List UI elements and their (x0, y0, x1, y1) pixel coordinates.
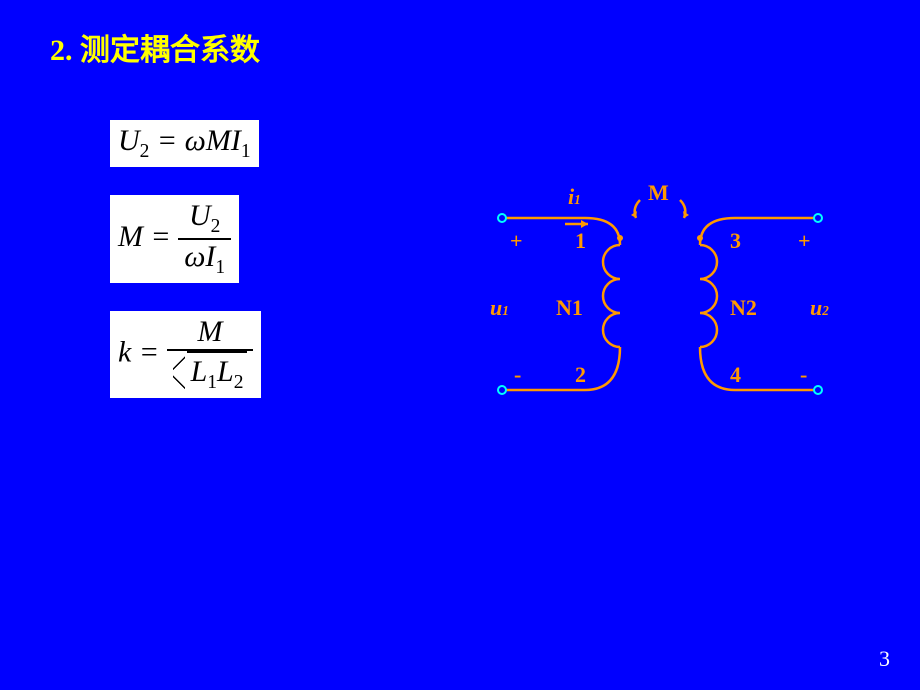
eq2-den-sym: ωI (184, 240, 215, 273)
eq2-fraction: U2 ωI1 (178, 199, 231, 279)
label-term-2: 2 (575, 362, 586, 388)
circuit-svg (480, 190, 840, 430)
eq1-sub1: 1 (241, 141, 251, 162)
eq3-L2: L (217, 355, 234, 388)
eq2-den-sub: 1 (215, 257, 225, 278)
eq2-num-sym: U (189, 199, 211, 232)
eq3-fraction: M L1L2 (167, 315, 254, 394)
equation-2: M = U2 ωI1 (110, 195, 239, 283)
equation-3: k = M L1L2 (110, 311, 261, 398)
eq1-rhs: ωMI (185, 124, 241, 157)
i1-sub: 1 (574, 192, 581, 207)
label-N1: N1 (556, 295, 583, 321)
coupled-inductor-diagram: i1 M + - + - u1 u2 1 2 3 4 N1 N2 (480, 190, 840, 430)
equations-block: U2 = ωMI1 M = U2 ωI1 k = M L1L2 (110, 120, 261, 426)
label-term-3: 3 (730, 228, 741, 254)
eq1-u: U (118, 124, 140, 157)
label-minus-right: - (800, 362, 807, 388)
sqrt-bar: L1L2 (187, 351, 248, 394)
label-term-4: 4 (730, 362, 741, 388)
section-title: 2. 测定耦合系数 (50, 25, 260, 69)
label-u2: u2 (810, 295, 829, 321)
eq2-num-sub: 2 (211, 216, 221, 237)
label-plus-right: + (798, 228, 811, 254)
eq2-denominator: ωI1 (178, 240, 231, 279)
eq3-L2-sub: 2 (234, 372, 244, 393)
eq3-denominator: L1L2 (167, 351, 254, 394)
label-plus-left: + (510, 228, 523, 254)
eq3-L1-sub: 1 (207, 372, 217, 393)
label-minus-left: - (514, 362, 521, 388)
u2-sym: u (810, 295, 822, 320)
label-i1: i1 (568, 184, 581, 210)
u1-sym: u (490, 295, 502, 320)
eq3-numerator: M (167, 315, 254, 351)
u2-sub: 2 (822, 303, 829, 318)
u1-sub: 1 (502, 303, 509, 318)
eq2-numerator: U2 (178, 199, 231, 240)
eq3-num-sym: M (198, 315, 223, 348)
label-M: M (648, 180, 669, 206)
eq1-sub2: 2 (140, 141, 150, 162)
label-u1: u1 (490, 295, 509, 321)
label-term-1: 1 (575, 228, 586, 254)
eq1-eq: = (157, 124, 185, 157)
page-number: 3 (879, 646, 890, 672)
dot-markers (617, 235, 703, 241)
equation-1: U2 = ωMI1 (110, 120, 259, 167)
sqrt-symbol: L1L2 (173, 351, 248, 394)
eq3-L1: L (191, 355, 208, 388)
eq2-lhs: M = (118, 220, 171, 253)
terminals (498, 214, 822, 394)
eq3-lhs: k = (118, 335, 159, 368)
label-N2: N2 (730, 295, 757, 321)
wires (505, 200, 815, 390)
